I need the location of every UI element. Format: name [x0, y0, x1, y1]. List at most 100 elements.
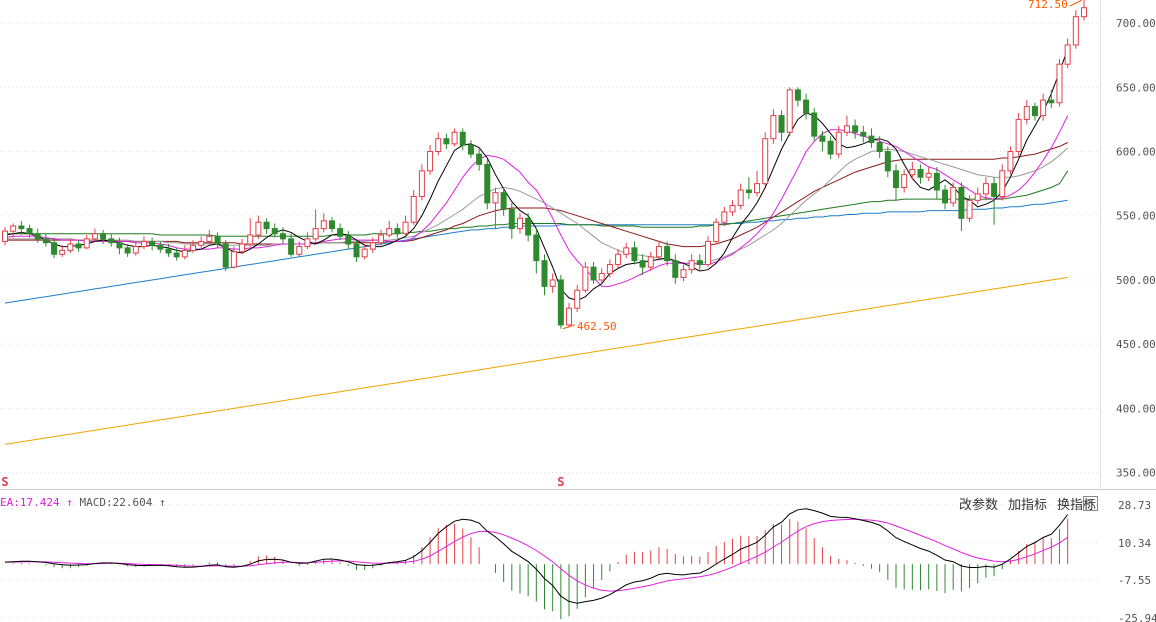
candle	[492, 187, 499, 229]
annotations: 712.50 462.50 S S	[1, 0, 1083, 489]
candle	[664, 241, 671, 266]
candle	[566, 303, 573, 328]
candle	[476, 148, 483, 171]
ema-arrow-icon: ↑	[66, 496, 73, 509]
candle	[1064, 38, 1071, 69]
marker-s-1-icon: S	[1, 475, 8, 489]
dif-line	[4, 508, 1069, 604]
candle	[696, 254, 703, 270]
candle	[811, 107, 818, 142]
candle	[206, 229, 213, 244]
candle	[198, 236, 205, 248]
candle	[991, 177, 998, 225]
swap-indicator-button[interactable]: 换指标	[1056, 497, 1096, 512]
macd-y-axis: 28.73 10.34 -7.55 -25.94	[1118, 499, 1156, 622]
candle	[140, 236, 147, 250]
candle	[279, 227, 286, 244]
ma10-line	[4, 115, 1069, 287]
price-tick-label: 550.00	[1116, 210, 1156, 223]
candles	[2, 0, 1087, 329]
ema-label: EA:17.424	[0, 496, 60, 509]
price-tick-label: 500.00	[1116, 274, 1156, 287]
candle	[157, 241, 164, 253]
candle	[794, 87, 801, 107]
candle	[631, 241, 638, 265]
candle	[173, 247, 180, 261]
candle	[214, 232, 221, 248]
candle	[459, 128, 466, 151]
candle	[533, 228, 540, 274]
candle	[386, 220, 393, 238]
macd-label: MACD:22.604	[79, 496, 153, 509]
edit-params-button[interactable]: 改参数	[958, 497, 998, 512]
candle	[353, 240, 360, 262]
candle	[1056, 59, 1063, 107]
candle	[1072, 10, 1079, 49]
candle	[500, 187, 507, 216]
candle	[835, 125, 842, 158]
candle	[745, 177, 752, 200]
candle	[435, 132, 442, 156]
macd-chart: 28.73 10.34 -7.55 -25.94	[0, 499, 1156, 622]
price-tick-label: 650.00	[1116, 81, 1156, 94]
candle	[770, 109, 777, 144]
candle	[868, 128, 875, 148]
candle	[59, 245, 66, 257]
price-tick-label: 700.00	[1116, 17, 1156, 30]
candle	[304, 232, 311, 250]
candle	[132, 241, 139, 256]
candle	[876, 136, 883, 158]
candle	[541, 254, 548, 296]
candle	[909, 161, 916, 180]
candle	[296, 241, 303, 257]
macd-legend: EA:17.424 ↑ MACD:22.604 ↑	[0, 496, 166, 509]
candle	[615, 249, 622, 269]
ma60-line	[5, 170, 1069, 237]
candle	[950, 182, 957, 207]
candle	[623, 242, 630, 259]
candle	[958, 182, 965, 232]
candle	[754, 170, 761, 197]
moving-average-lines	[4, 48, 1069, 445]
macd-tick-label: 28.73	[1118, 499, 1151, 512]
candle	[124, 244, 131, 257]
add-indicator-button[interactable]: 加指标	[1007, 497, 1047, 512]
candle	[982, 177, 989, 201]
price-tick-label: 400.00	[1116, 402, 1156, 415]
candle	[590, 261, 597, 284]
candle	[729, 200, 736, 216]
candle	[860, 125, 867, 143]
price-tick-label: 450.00	[1116, 338, 1156, 351]
candle	[901, 169, 908, 193]
candle	[484, 159, 491, 210]
candle	[451, 128, 458, 147]
candle	[345, 231, 352, 250]
candle	[312, 209, 319, 242]
candle	[1081, 0, 1087, 21]
candle	[320, 213, 327, 233]
high-arrow-icon	[1069, 0, 1083, 7]
candle	[26, 224, 33, 238]
candle	[2, 227, 8, 246]
price-gridlines	[0, 22, 1100, 474]
candle	[999, 164, 1006, 201]
candle	[75, 240, 82, 252]
candlestick-chart: 700.00 650.00 600.00 550.00 500.00 450.00 400.…	[0, 0, 1156, 490]
candle	[394, 223, 401, 238]
candle	[917, 164, 924, 184]
candle	[925, 166, 932, 182]
candle	[239, 238, 246, 255]
macd-gridlines	[0, 504, 1100, 619]
candle	[51, 237, 58, 259]
candle	[361, 244, 368, 260]
candle	[165, 244, 172, 257]
high-price-label: 712.50	[1028, 0, 1068, 11]
ma120-line	[4, 199, 1068, 304]
candle	[34, 228, 41, 243]
candle	[467, 139, 474, 158]
macd-arrow-icon: ↑	[158, 496, 166, 509]
close-icon[interactable]: ✕	[1083, 496, 1098, 511]
candle	[378, 229, 385, 246]
low-arrow-icon	[562, 324, 576, 330]
candle	[606, 259, 613, 278]
